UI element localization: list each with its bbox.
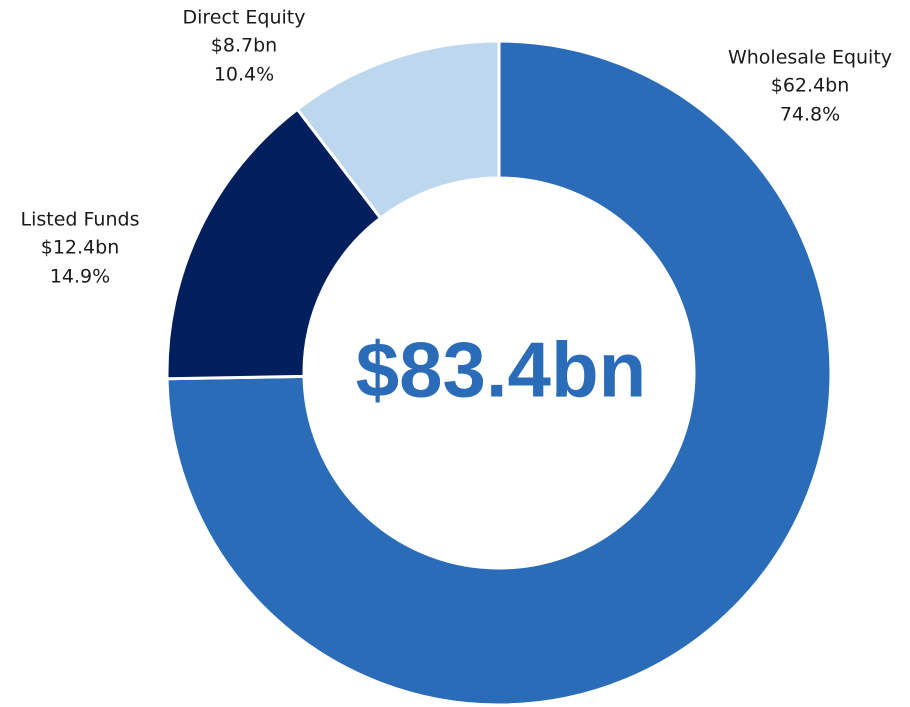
donut-slice	[165, 107, 383, 381]
slice-name: Listed Funds	[21, 209, 140, 231]
slice-amount: $8.7bn	[211, 35, 277, 57]
slice-percent: 10.4%	[214, 64, 274, 86]
slice-name: Wholesale Equity	[728, 47, 892, 69]
donut-slice	[295, 39, 501, 221]
center-total: $83.4bn	[356, 326, 646, 414]
slice-name: Direct Equity	[182, 7, 305, 29]
slice-percent: 14.9%	[50, 266, 110, 288]
slice-percent: 74.8%	[780, 104, 840, 126]
slices	[165, 39, 833, 707]
slice-amount: $12.4bn	[41, 237, 120, 259]
slice-amount: $62.4bn	[771, 75, 850, 97]
donut-slice	[165, 39, 833, 707]
